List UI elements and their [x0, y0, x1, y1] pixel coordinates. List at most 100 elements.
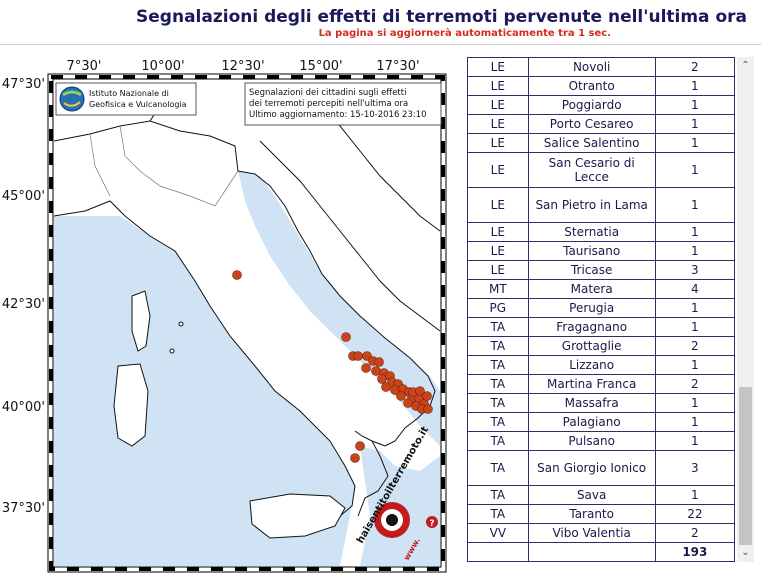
border-lines	[89, 125, 239, 207]
ingv-name-line1: Istituto Nazionale di	[89, 89, 169, 98]
info-line1: Segnalazioni dei cittadini sugli effetti	[249, 88, 406, 98]
count-cell: 1	[654, 133, 735, 153]
comune-cell: Poggiardo	[527, 95, 656, 115]
latitude-labels: 47°30' 45°00' 42°30' 40°00' 37°30'	[2, 77, 45, 516]
last-update: Ultimo aggiornamento: 15-10-2016 23:10	[249, 110, 427, 120]
count-cell: 1	[654, 222, 735, 242]
report-dot	[423, 404, 433, 414]
province-cell: TA	[467, 393, 529, 413]
table-row: VV Vibo Valentia 2	[467, 523, 735, 543]
comune-cell: San Pietro in Lama	[527, 187, 656, 223]
count-cell: 1	[654, 431, 735, 451]
lon-label: 15°00'	[299, 59, 342, 74]
province-cell: MT	[467, 279, 529, 299]
table-row: LE Porto Cesareo 1	[467, 114, 735, 134]
map-panel: 7°30' 10°00' 12°30' 15°00' 17°30' 47°30'…	[0, 46, 460, 576]
province-cell: LE	[467, 76, 529, 96]
count-cell: 1	[654, 95, 735, 115]
table-scrollbar[interactable]: ⌃ ⌄	[737, 57, 754, 562]
comune-cell: Tricase	[527, 260, 656, 280]
count-cell: 2	[654, 336, 735, 356]
map-tick-border	[49, 75, 445, 571]
table-row: LE Novoli 2	[467, 57, 735, 77]
province-cell: LE	[467, 152, 529, 188]
count-cell: 1	[654, 412, 735, 432]
table-row: LE San Cesario di Lecce 1	[467, 152, 735, 188]
province-cell: LE	[467, 114, 529, 134]
comune-cell: Grottaglie	[527, 336, 656, 356]
report-dot	[422, 391, 432, 401]
table-row: TA Fragagnano 1	[467, 317, 735, 337]
comune-cell: Massafra	[527, 393, 656, 413]
ingv-name-line2: Geofisica e Vulcanologia	[89, 100, 187, 109]
province-cell: LE	[467, 95, 529, 115]
table-row: LE Salice Salentino 1	[467, 133, 735, 153]
count-cell: 1	[654, 241, 735, 261]
report-dot	[371, 366, 381, 376]
table-row: TA Sava 1	[467, 485, 735, 505]
report-dot	[396, 391, 406, 401]
province-cell: TA	[467, 504, 529, 524]
province-cell: TA	[467, 317, 529, 337]
province-cell: TA	[467, 450, 529, 486]
table-row: PG Perugia 1	[467, 298, 735, 318]
comune-cell: Lizzano	[527, 355, 656, 375]
count-cell: 2	[654, 57, 735, 77]
reports-table-container[interactable]: LE Novoli 2 LE Otranto 1 LE Poggiardo 1 LE Porto C…	[467, 57, 735, 562]
table-row: TA Pulsano 1	[467, 431, 735, 451]
table-row: LE Tricase 3	[467, 260, 735, 280]
province-cell: TA	[467, 485, 529, 505]
table-row: TA Palagiano 1	[467, 412, 735, 432]
count-cell: 1	[654, 114, 735, 134]
report-dot	[377, 374, 387, 384]
lat-label: 42°30'	[2, 297, 45, 312]
comune-cell: Martina Franca	[527, 374, 656, 394]
scroll-thumb[interactable]	[739, 387, 752, 545]
lon-label: 10°00'	[141, 59, 184, 74]
report-dot	[415, 386, 425, 396]
province-cell: LE	[467, 260, 529, 280]
report-dot	[403, 398, 413, 408]
province-cell: TA	[467, 336, 529, 356]
comune-cell: Matera	[527, 279, 656, 299]
report-dot	[361, 363, 371, 373]
count-cell: 1	[654, 355, 735, 375]
table-row: TA Taranto 22	[467, 504, 735, 524]
province-cell: LE	[467, 187, 529, 223]
comune-cell: Perugia	[527, 298, 656, 318]
scroll-down-button[interactable]: ⌄	[741, 547, 750, 558]
report-dot	[355, 441, 365, 451]
report-dot	[381, 382, 391, 392]
ingv-logo: Istituto Nazionale di Geofisica e Vulcan…	[55, 82, 197, 116]
count-cell: 3	[654, 260, 735, 280]
comune-cell: Palagiano	[527, 412, 656, 432]
count-cell: 2	[654, 523, 735, 543]
scroll-up-button[interactable]: ⌃	[741, 60, 750, 71]
comune-cell: Salice Salentino	[527, 133, 656, 153]
comune-cell: Novoli	[527, 57, 656, 77]
lon-label: 7°30'	[67, 59, 102, 74]
total-row: 193	[467, 542, 735, 562]
table-row: MT Matera 4	[467, 279, 735, 299]
table-row: LE Sternatia 1	[467, 222, 735, 242]
table-row: TA Martina Franca 2	[467, 374, 735, 394]
province-cell: LE	[467, 222, 529, 242]
table-row: LE San Pietro in Lama 1	[467, 187, 735, 223]
table-row: TA Massafra 1	[467, 393, 735, 413]
province-cell: PG	[467, 298, 529, 318]
islands	[113, 290, 346, 539]
province-cell: TA	[467, 412, 529, 432]
province-cell: LE	[467, 133, 529, 153]
count-cell: 1	[654, 485, 735, 505]
italy-map: 7°30' 10°00' 12°30' 15°00' 17°30' 47°30'…	[2, 59, 447, 573]
count-cell: 3	[654, 450, 735, 486]
comune-cell: San Giorgio Ionico	[527, 450, 656, 486]
province-cell: LE	[467, 57, 529, 77]
count-cell: 1	[654, 393, 735, 413]
info-line2: dei terremoti percepiti nell'ultima ora	[249, 99, 408, 109]
table-row: LE Taurisano 1	[467, 241, 735, 261]
comune-cell: Otranto	[527, 76, 656, 96]
count-cell: 22	[654, 504, 735, 524]
report-dot	[232, 270, 242, 280]
count-cell: 1	[654, 76, 735, 96]
